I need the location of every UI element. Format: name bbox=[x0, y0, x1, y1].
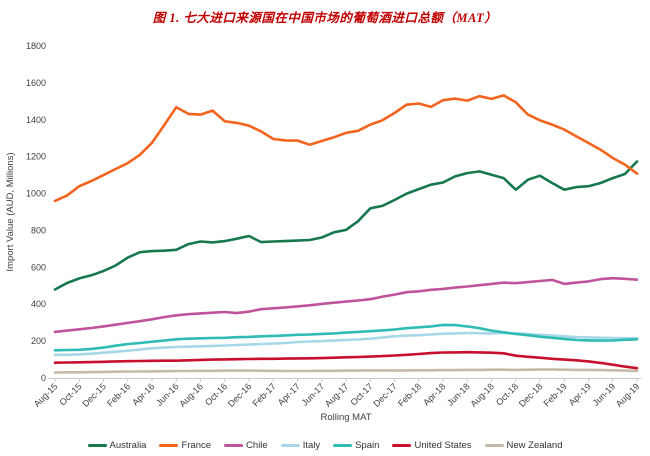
legend-swatch bbox=[280, 444, 300, 447]
x-axis-tick-label: Dec-15 bbox=[80, 381, 108, 409]
legend-label: France bbox=[181, 440, 212, 451]
y-axis-tick-label: 1800 bbox=[26, 41, 46, 51]
legend-swatch bbox=[484, 444, 504, 447]
x-axis-title: Rolling MAT bbox=[320, 412, 371, 423]
x-axis-tick-label: Feb-16 bbox=[105, 381, 132, 408]
legend-label: Chile bbox=[246, 440, 268, 451]
y-axis-title: Import Value (AUD, Millions) bbox=[5, 152, 16, 271]
x-axis-tick-label: Jun-19 bbox=[591, 381, 618, 408]
chart-legend: Australia France Chile Italy Spain United Sta… bbox=[0, 440, 650, 451]
x-axis-tick-label: Aug-17 bbox=[323, 381, 351, 409]
y-axis-tick-label: 800 bbox=[31, 225, 46, 235]
legend-swatch bbox=[224, 444, 244, 447]
legend-item-united-states: United States bbox=[392, 440, 472, 451]
legend-label: Spain bbox=[355, 440, 380, 451]
y-axis-tick-label: 1000 bbox=[26, 189, 46, 199]
legend-swatch bbox=[87, 444, 107, 447]
x-axis-tick-label: Oct-16 bbox=[203, 381, 229, 407]
legend-item-chile: Chile bbox=[224, 440, 268, 451]
x-axis-tick-label: Feb-19 bbox=[541, 381, 568, 408]
y-axis-tick-label: 1200 bbox=[26, 152, 46, 162]
line-chart: 020040060080010001200140016001800Aug-15O… bbox=[5, 41, 642, 423]
series-line-italy bbox=[53, 331, 639, 357]
legend-item-australia: Australia bbox=[87, 440, 147, 451]
y-axis-tick-label: 200 bbox=[31, 336, 46, 346]
x-axis-tick-label: Apr-17 bbox=[276, 381, 302, 407]
x-axis-tick-label: Apr-16 bbox=[130, 381, 156, 407]
x-axis-tick-label: Dec-18 bbox=[517, 381, 545, 409]
series-line-new-zealand bbox=[53, 368, 639, 374]
y-axis-tick-label: 1600 bbox=[26, 78, 46, 88]
x-axis-tick-label: Apr-18 bbox=[421, 381, 447, 407]
legend-label: Italy bbox=[302, 440, 321, 451]
y-axis-tick-label: 600 bbox=[31, 262, 46, 272]
x-axis-tick-label: Dec-16 bbox=[226, 381, 254, 409]
legend-label: New Zealand bbox=[506, 440, 563, 451]
legend-swatch bbox=[333, 444, 353, 447]
x-axis-tick-label: Aug-19 bbox=[614, 381, 642, 409]
series-line-united-states bbox=[53, 350, 639, 370]
series-line-chile bbox=[53, 276, 639, 334]
y-axis-tick-label: 1400 bbox=[26, 115, 46, 125]
x-axis-tick-label: Oct-15 bbox=[57, 381, 83, 407]
x-axis-tick-label: Aug-15 bbox=[32, 381, 60, 409]
x-axis-tick-label: Oct-17 bbox=[348, 381, 374, 407]
series-line-france bbox=[53, 94, 639, 203]
series-line-australia bbox=[53, 160, 639, 291]
x-axis-tick-label: Feb-17 bbox=[250, 381, 277, 408]
x-axis-tick-label: Oct-18 bbox=[494, 381, 520, 407]
legend-label: United States bbox=[414, 440, 472, 451]
x-axis-tick-label: Feb-18 bbox=[396, 381, 423, 408]
chart-title: 图 1. 七大进口来源国在中国市场的葡萄酒进口总额（MAT） bbox=[152, 11, 498, 25]
legend-label: Australia bbox=[109, 440, 147, 451]
legend-item-spain: Spain bbox=[333, 440, 379, 451]
x-axis-tick-label: Jun-17 bbox=[300, 381, 327, 408]
x-axis-tick-label: Aug-16 bbox=[177, 381, 205, 409]
x-axis-tick-label: Aug-18 bbox=[468, 381, 496, 409]
x-axis-tick-label: Jun-18 bbox=[445, 381, 472, 408]
legend-item-italy: Italy bbox=[280, 440, 321, 451]
x-axis-tick-label: Dec-17 bbox=[371, 381, 399, 409]
legend-swatch bbox=[392, 444, 412, 447]
legend-item-france: France bbox=[159, 440, 211, 451]
x-axis-tick-label: Apr-19 bbox=[567, 381, 593, 407]
y-axis-tick-label: 0 bbox=[41, 373, 46, 383]
x-axis-tick-label: Jun-16 bbox=[154, 381, 181, 408]
legend-swatch bbox=[159, 444, 179, 447]
series-line-spain bbox=[53, 323, 639, 352]
y-axis-tick-label: 400 bbox=[31, 299, 46, 309]
legend-item-new-zealand: New Zealand bbox=[484, 440, 563, 451]
